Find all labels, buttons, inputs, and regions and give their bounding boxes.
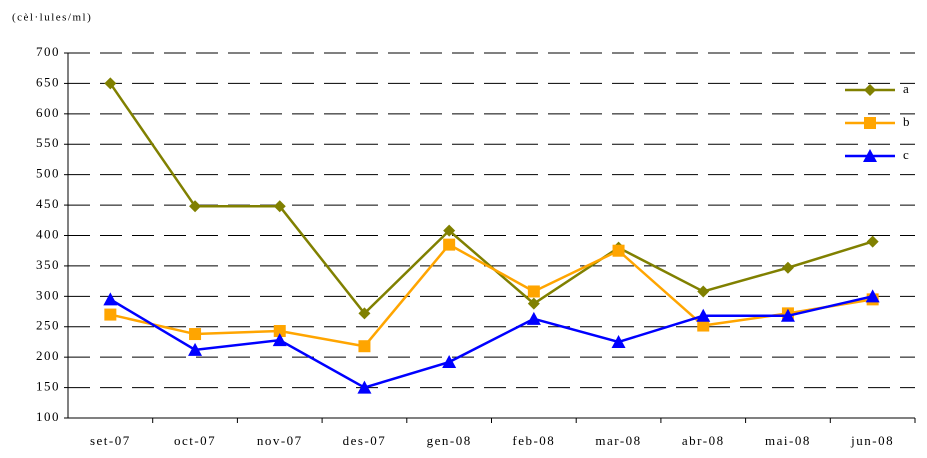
series-line — [109, 82, 874, 316]
x-tick-label: des-07 — [343, 433, 387, 448]
data-point — [189, 200, 202, 213]
legend-marker — [863, 149, 877, 162]
legend-label: c — [903, 147, 910, 162]
data-point — [358, 307, 371, 320]
data-point — [611, 334, 626, 348]
data-point — [273, 325, 286, 338]
data-point — [272, 333, 287, 347]
x-tick-label: gen-08 — [427, 433, 472, 448]
y-tick-label: 350 — [36, 257, 60, 272]
data-point — [526, 311, 541, 325]
x-tick-label: mai-08 — [765, 433, 811, 448]
legend-marker — [864, 84, 876, 96]
y-tick-label: 650 — [36, 74, 60, 89]
y-tick-label: 500 — [36, 166, 60, 181]
y-tick-label: 450 — [36, 196, 60, 211]
data-point — [273, 200, 286, 213]
legend-label: a — [903, 81, 910, 96]
y-tick-label: 150 — [36, 379, 60, 394]
data-point — [527, 285, 540, 298]
data-point — [443, 224, 456, 237]
data-point — [697, 319, 710, 332]
data-point — [612, 244, 625, 257]
data-point — [527, 297, 540, 310]
series-line — [110, 243, 873, 348]
data-point — [188, 342, 203, 356]
y-tick-label: 200 — [36, 348, 60, 363]
data-point — [697, 285, 710, 298]
data-point — [781, 261, 794, 274]
x-tick-label: abr-08 — [682, 433, 725, 448]
x-tick-label: set-07 — [90, 433, 131, 448]
data-point — [866, 235, 879, 248]
data-point — [104, 308, 117, 321]
data-point — [189, 328, 202, 341]
legend-marker — [864, 117, 876, 129]
y-axis-label: (cèl·lules/ml) — [12, 12, 92, 24]
y-tick-label: 400 — [36, 226, 60, 241]
data-point — [357, 380, 372, 394]
y-tick-label: 700 — [36, 44, 60, 59]
x-tick-label: feb-08 — [512, 433, 555, 448]
y-tick-label: 550 — [36, 135, 60, 150]
data-point — [696, 308, 711, 322]
y-tick-label: 250 — [36, 318, 60, 333]
data-point — [104, 77, 117, 90]
data-point — [865, 289, 880, 303]
legend-label: b — [903, 114, 911, 129]
x-tick-label: nov-07 — [257, 433, 303, 448]
data-point — [358, 340, 371, 353]
y-tick-label: 300 — [36, 287, 60, 302]
data-point — [442, 355, 457, 369]
data-point — [443, 238, 456, 251]
x-tick-label: oct-07 — [174, 433, 216, 448]
data-point — [780, 308, 795, 322]
data-point — [103, 292, 118, 306]
x-tick-label: jun-08 — [850, 433, 894, 448]
x-tick-label: mar-08 — [595, 433, 641, 448]
y-tick-label: 100 — [36, 409, 60, 424]
y-tick-label: 600 — [36, 105, 60, 120]
series-line — [109, 295, 873, 389]
